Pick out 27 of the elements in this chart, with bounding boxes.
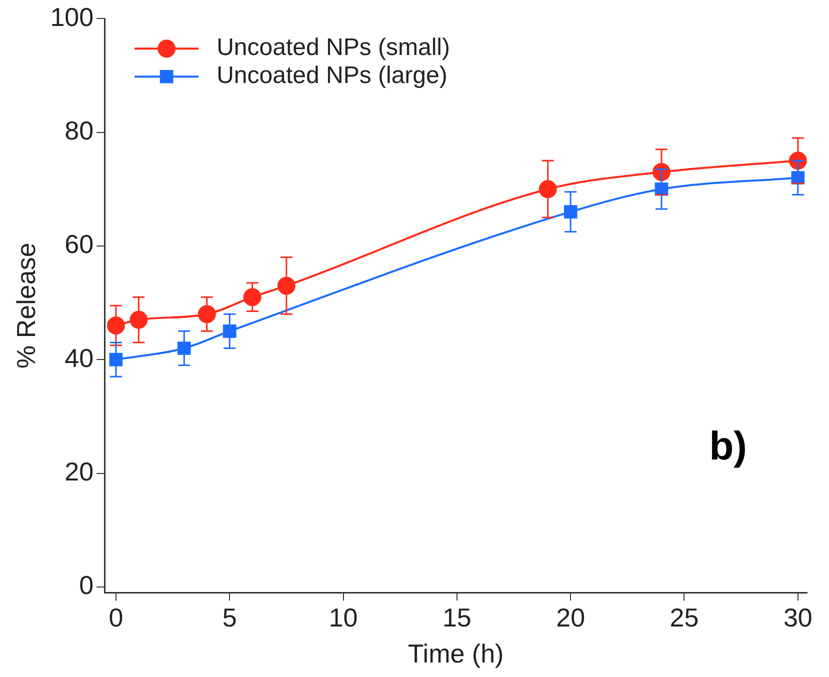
x-tick-label: 20: [556, 602, 586, 632]
y-tick-label: 60: [64, 229, 94, 260]
point: [177, 342, 191, 355]
x-tick-label: 10: [328, 602, 358, 632]
annotation: b): [709, 424, 747, 469]
point: [198, 305, 216, 324]
point: [222, 324, 236, 338]
legend-label: Uncoated NPs (large): [216, 62, 448, 90]
x-tick-label: 30: [783, 602, 812, 632]
y-tick-label: 80: [64, 115, 94, 146]
x-tick-label: 5: [222, 602, 237, 632]
x-tick-label: 0: [108, 602, 124, 632]
point: [106, 316, 125, 334]
x-tick-label: 25: [670, 602, 699, 632]
legend-label: Uncoated NPs (small): [216, 34, 450, 62]
x-tick-label: 15: [442, 602, 472, 632]
point: [243, 288, 262, 306]
point: [538, 180, 557, 198]
x-axis-title: Time (h): [408, 638, 504, 669]
point: [564, 205, 578, 218]
point: [130, 310, 148, 329]
y-tick-label: 20: [64, 456, 94, 486]
y-tick-label: 0: [79, 570, 94, 600]
point: [277, 276, 296, 295]
y-tick-label: 40: [64, 342, 94, 373]
y-tick-label: 100: [50, 2, 94, 32]
y-axis-title: % Release: [10, 242, 41, 368]
